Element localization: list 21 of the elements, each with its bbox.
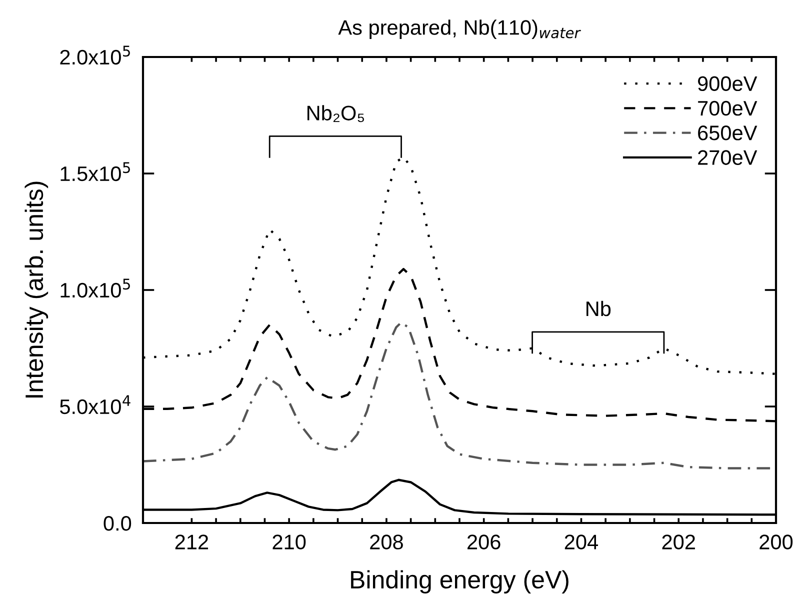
- x-tick-label: 206: [468, 534, 500, 550]
- x-tick-label: 212: [175, 534, 208, 550]
- y-axis-title: Intensity (arb. units): [24, 182, 48, 398]
- x-tick-label: 210: [272, 534, 306, 550]
- y-tick-label: 5.0x10$^{4}$: [60, 395, 130, 414]
- x-tick-label: 204: [564, 534, 598, 550]
- legend-label: 650eV: [698, 126, 758, 140]
- y-tick-label: 1.0x10$^{5}$: [60, 278, 130, 298]
- legend-label: 900eV: [698, 76, 758, 92]
- x-axis-title: Binding energy (eV): [351, 570, 568, 594]
- x-tick-label: 202: [662, 534, 695, 550]
- y-tick-label: 1.5x10$^{5}$: [60, 162, 130, 182]
- x-tick-label: 200: [760, 534, 793, 550]
- legend-label: 270eV: [698, 150, 758, 165]
- y-tick-label: 0.0: [104, 516, 132, 531]
- annotation: Nb₂O₅: [307, 105, 364, 122]
- chart-title: As prepared, Nb(110)$_{water}$: [338, 20, 581, 39]
- x-tick-label: 208: [370, 534, 403, 550]
- y-tick-label: 2.0x10$^{5}$: [60, 46, 130, 65]
- annotation: Nb: [586, 300, 611, 316]
- legend-label: 700eV: [698, 100, 758, 116]
